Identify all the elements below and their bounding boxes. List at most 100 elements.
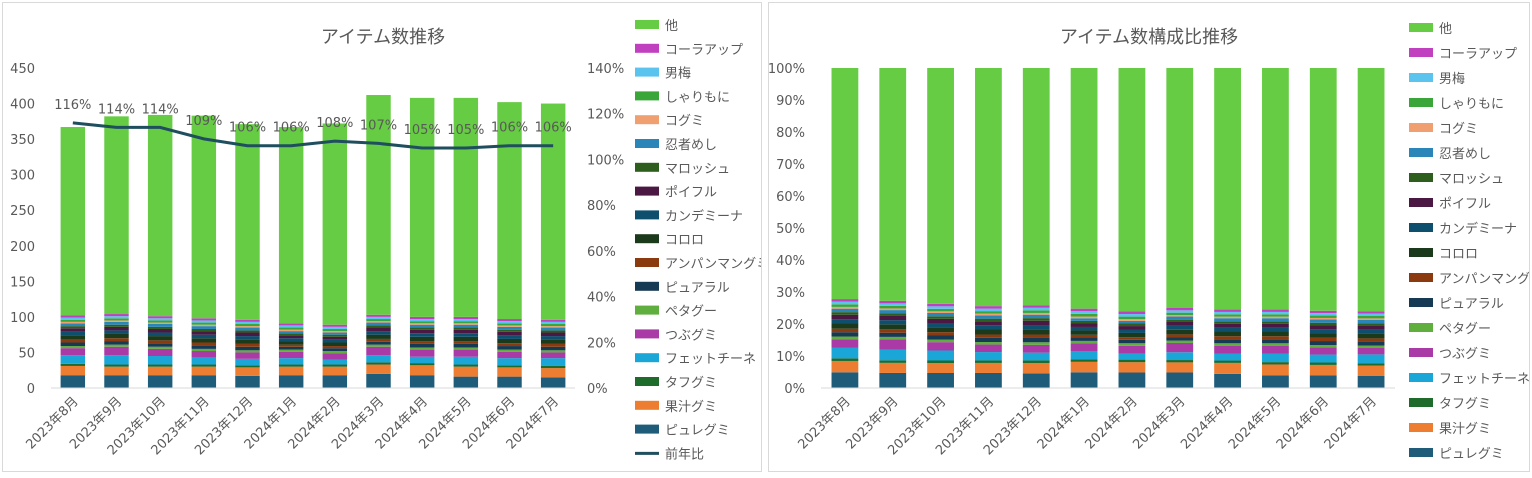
bar-segment <box>453 329 479 334</box>
bar-segment <box>831 306 859 309</box>
bar-segment <box>879 362 907 373</box>
bar-segment <box>1118 329 1146 333</box>
bar-segment <box>1309 333 1337 338</box>
bar-segment <box>278 127 304 324</box>
bar-segment <box>409 336 435 342</box>
bar-segment <box>1118 314 1146 317</box>
bar-segment <box>497 358 522 366</box>
bar-segment <box>1118 68 1146 312</box>
bar-segment <box>235 375 260 388</box>
legend-label: 男梅 <box>1439 72 1465 87</box>
legend-label: タフグミ <box>1439 397 1491 412</box>
y2-tick-label: 120% <box>587 108 624 123</box>
bar-segment <box>1309 68 1337 311</box>
bar-segment <box>1357 320 1385 324</box>
bar-segment <box>879 349 907 361</box>
bar-segment <box>831 339 859 348</box>
bar-segment <box>975 352 1002 361</box>
bar-segment <box>60 317 86 320</box>
bar-segment <box>1022 344 1050 353</box>
bar-segment <box>1309 329 1337 334</box>
y-tick-label: 90% <box>776 94 805 109</box>
bar-segment <box>104 316 129 319</box>
legend-label: コグミ <box>665 114 704 129</box>
legend-swatch <box>1409 348 1433 357</box>
legend-swatch <box>635 258 659 267</box>
bar-segment <box>453 316 479 320</box>
bar-segment <box>497 351 522 359</box>
bar-segment <box>104 314 129 317</box>
bar-segment <box>1022 307 1050 311</box>
bar-segment <box>497 335 522 339</box>
bar-segment <box>1022 314 1050 319</box>
bar-segment <box>453 333 479 337</box>
bar-segment <box>540 326 566 328</box>
bar-segment <box>366 325 391 328</box>
legend-swatch <box>1409 98 1433 107</box>
bar-segment <box>1357 313 1385 316</box>
bar-segment <box>1262 339 1289 344</box>
y-tick-label: 100 <box>10 311 35 326</box>
bar-segment <box>1022 68 1050 306</box>
y-tick-label: 80% <box>776 126 805 141</box>
legend-swatch <box>1409 23 1433 32</box>
bar-segment <box>1214 311 1241 315</box>
bar-segment <box>1214 327 1241 332</box>
bar-segment <box>1309 362 1337 365</box>
bar-segment <box>927 313 954 317</box>
bar-segment <box>1118 332 1146 338</box>
bar-segment <box>147 343 173 347</box>
bar-segment <box>975 329 1002 335</box>
bar-segment <box>278 375 304 388</box>
bar-segment <box>497 321 522 324</box>
legend-swatch <box>1409 298 1433 307</box>
bar-segment <box>1022 373 1050 388</box>
bar-segment <box>278 331 304 334</box>
bar-segment <box>1118 316 1146 320</box>
legend-label: ピュレグミ <box>1439 447 1504 462</box>
bar-segment <box>366 316 391 320</box>
y-tick-label: 10% <box>776 350 805 365</box>
bar-segment <box>1166 342 1194 353</box>
bar-segment <box>927 311 954 313</box>
bar-segment <box>1309 313 1337 316</box>
bar-segment <box>1262 323 1289 328</box>
bar-segment <box>540 365 566 369</box>
bar-segment <box>879 329 907 333</box>
bar-segment <box>879 324 907 330</box>
bar-segment <box>1118 359 1146 363</box>
bar-segment <box>1070 68 1098 309</box>
bar-segment <box>1022 360 1050 363</box>
bar-segment <box>322 359 348 365</box>
bar-segment <box>366 346 391 356</box>
bar-segment <box>1357 318 1385 320</box>
bar-segment <box>278 323 304 326</box>
bar-segment <box>409 363 435 366</box>
bar-segment <box>1166 308 1194 311</box>
legend-label: コロロ <box>1439 247 1478 262</box>
bar-segment <box>147 332 173 337</box>
bar-segment <box>831 301 859 305</box>
bar-segment <box>147 320 173 323</box>
bar-segment <box>1070 372 1098 388</box>
bar-segment <box>191 115 217 319</box>
bar-segment <box>497 343 522 347</box>
legend-label: カンデミーナ <box>665 208 743 224</box>
yoy-data-label: 105% <box>404 123 441 138</box>
bar-segment <box>927 316 954 319</box>
bar-segment <box>366 364 391 374</box>
y-tick-label: 0% <box>784 382 805 397</box>
bar-segment <box>1262 345 1289 354</box>
bar-segment <box>879 313 907 316</box>
bar-segment <box>235 327 260 331</box>
legend-label: フェットチーネ <box>1439 372 1529 387</box>
bar-segment <box>1262 68 1289 310</box>
bar-segment <box>1070 318 1098 321</box>
bar-segment <box>366 334 391 339</box>
legend-swatch <box>1409 223 1433 232</box>
legend-label: 男梅 <box>665 67 691 82</box>
bar-segment <box>104 330 129 334</box>
bar-segment <box>1070 330 1098 335</box>
bar-segment <box>409 341 435 344</box>
bar-segment <box>831 360 859 373</box>
